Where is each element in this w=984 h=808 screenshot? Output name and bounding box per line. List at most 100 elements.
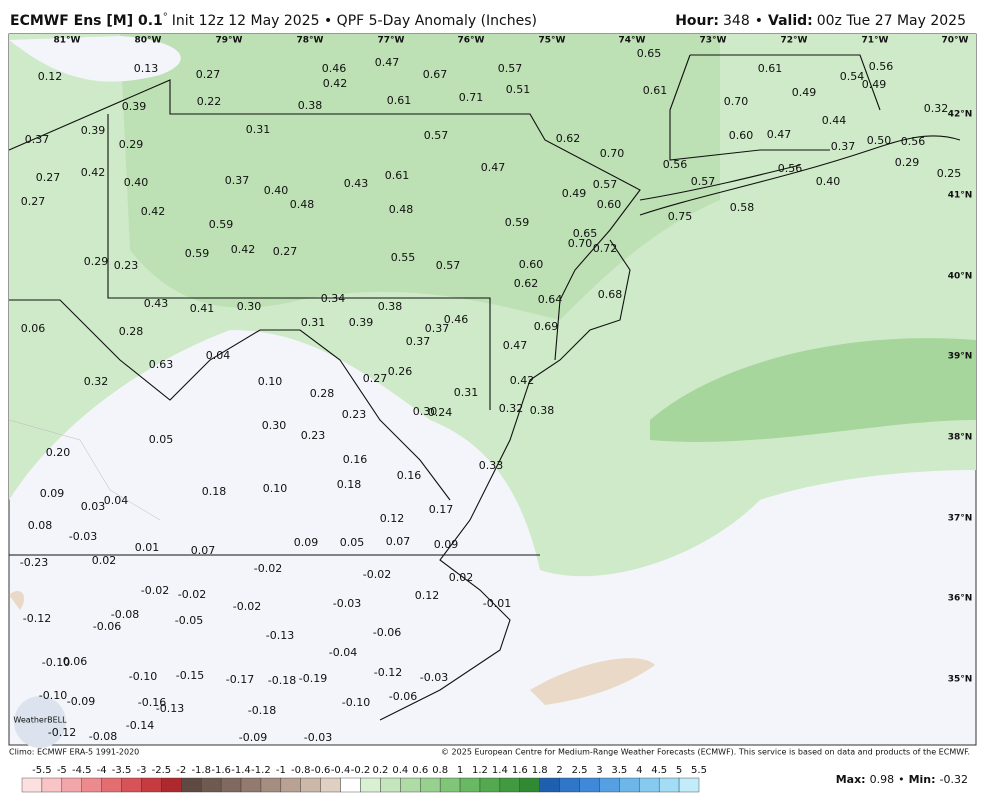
anomaly-value: -0.18 — [248, 704, 276, 717]
anomaly-value: 0.08 — [28, 519, 53, 532]
anomaly-value: 0.27 — [196, 68, 221, 81]
anomaly-value: 0.56 — [869, 60, 894, 73]
anomaly-value: 0.30 — [237, 300, 262, 313]
anomaly-value: 0.56 — [778, 162, 803, 175]
anomaly-value: 0.47 — [503, 339, 528, 352]
anomaly-value: -0.02 — [254, 562, 282, 575]
anomaly-value: 0.58 — [730, 201, 755, 214]
border — [690, 54, 881, 111]
anomaly-area — [650, 338, 976, 443]
longitude-label: 79°W — [216, 36, 243, 46]
anomaly-value: 0.09 — [434, 538, 459, 551]
anomaly-value: -0.14 — [126, 719, 154, 732]
anomaly-value: 0.69 — [534, 320, 559, 333]
lake-area — [9, 36, 181, 82]
colorbar-label: -1.4 — [231, 765, 251, 776]
anomaly-value: 0.68 — [598, 288, 623, 301]
longitude-label: 71°W — [862, 36, 889, 46]
anomaly-value: 0.24 — [428, 406, 453, 419]
anomaly-value: 0.09 — [294, 536, 319, 549]
colorbar-label: -2 — [176, 765, 186, 776]
logo: WeatherBELL — [13, 716, 67, 725]
copyright: © 2025 European Centre for Medium-Range … — [441, 748, 970, 757]
anomaly-value: 0.61 — [385, 169, 410, 182]
anomaly-value: 0.48 — [290, 198, 315, 211]
anomaly-value: 0.37 — [425, 322, 450, 335]
anomaly-value: 0.18 — [337, 478, 362, 491]
colorbar-swatch — [499, 777, 520, 793]
anomaly-value: 0.44 — [822, 114, 847, 127]
colorbar-swatch — [300, 777, 321, 793]
colorbar-label: 0.6 — [412, 765, 428, 776]
anomaly-value: 0.51 — [506, 83, 531, 96]
anomaly-value: 0.39 — [122, 100, 147, 113]
longitude-label: 76°W — [458, 36, 485, 46]
anomaly-value: -0.23 — [20, 556, 48, 569]
anomaly-value: -0.13 — [266, 629, 294, 642]
anomaly-value: -0.17 — [226, 673, 254, 686]
colorbar-swatch — [678, 777, 700, 793]
anomaly-value: 0.49 — [792, 86, 817, 99]
anomaly-value: 0.31 — [454, 386, 479, 399]
anomaly-value: 0.40 — [124, 176, 149, 189]
map: WeatherBELL 81°W 80°W 79°W 78°W 77°W 76°W 75°W… — [8, 33, 977, 748]
valid-info: Hour: 348 • Valid: 00z Tue 27 May 2025 — [675, 13, 966, 29]
anomaly-value: -0.08 — [89, 730, 117, 743]
colorbar-swatch — [519, 777, 540, 793]
colorbar-swatch — [41, 777, 63, 793]
anomaly-value: -0.12 — [48, 726, 76, 739]
anomaly-value: 0.10 — [263, 482, 288, 495]
anomaly-value: 0.04 — [206, 349, 231, 362]
anomaly-value: -0.03 — [69, 530, 97, 543]
longitude-label: 72°W — [781, 36, 808, 46]
colorbar-label: 1.4 — [492, 765, 508, 776]
anomaly-value: 0.29 — [84, 255, 109, 268]
colorbar-label: -5.5 — [32, 765, 52, 776]
colorbar-label: -3 — [136, 765, 146, 776]
anomaly-value: -0.03 — [304, 731, 332, 744]
colorbar-label: -5 — [57, 765, 67, 776]
anomaly-value: 0.09 — [40, 487, 65, 500]
anomaly-value: 0.23 — [301, 429, 326, 442]
colorbar-swatch — [320, 777, 341, 793]
colorbar-swatch — [101, 777, 122, 793]
anomaly-value: -0.10 — [39, 689, 67, 702]
colorbar: -5.5 -5 -4.5 -4 -3.5 -3 -2.5 -2 -1.8 -1.6 -1.4 -1.2… — [21, 765, 707, 793]
longitude-label: 77°W — [378, 36, 405, 46]
anomaly-value: 0.42 — [231, 243, 256, 256]
anomaly-value: 0.57 — [424, 129, 449, 142]
anomaly-value: 0.38 — [530, 404, 555, 417]
anomaly-value: 0.64 — [538, 293, 563, 306]
anomaly-value: 0.12 — [415, 589, 440, 602]
anomaly-value: 0.27 — [36, 171, 61, 184]
anomaly-value: 0.56 — [901, 135, 926, 148]
anomaly-value: 0.22 — [197, 95, 222, 108]
county-lines — [8, 419, 161, 521]
colorbar-swatch — [201, 777, 222, 793]
anomaly-value: -0.18 — [268, 674, 296, 687]
hour-label: Hour: — [675, 13, 719, 29]
anomaly-value: 0.13 — [134, 62, 159, 75]
anomaly-value: 0.16 — [397, 469, 422, 482]
anomaly-value: 0.46 — [322, 62, 347, 75]
sep: • — [755, 13, 763, 29]
colorbar-label: -4.5 — [72, 765, 92, 776]
anomaly-value: 0.49 — [862, 78, 887, 91]
model: ECMWF Ens [M] 0.1 — [10, 13, 163, 29]
longitude-label: 78°W — [297, 36, 324, 46]
anomaly-value: 0.01 — [135, 541, 160, 554]
anomaly-value: 0.47 — [767, 128, 792, 141]
anomaly-value: -0.12 — [374, 666, 402, 679]
colorbar-label: -1.8 — [191, 765, 211, 776]
anomaly-value: 0.23 — [114, 259, 139, 272]
latitude-label: 39°N — [948, 352, 973, 362]
colorbar-label: 0.2 — [372, 765, 388, 776]
anomaly-value: 0.37 — [831, 140, 856, 153]
anomaly-value: 0.40 — [264, 184, 289, 197]
longitude-label: 70°W — [942, 36, 969, 46]
anomaly-value: 0.37 — [25, 133, 50, 146]
min: -0.32 — [940, 773, 968, 786]
anomaly-value: 0.47 — [481, 161, 506, 174]
anomaly-value: 0.27 — [273, 245, 298, 258]
anomaly-value: 0.47 — [375, 56, 400, 69]
